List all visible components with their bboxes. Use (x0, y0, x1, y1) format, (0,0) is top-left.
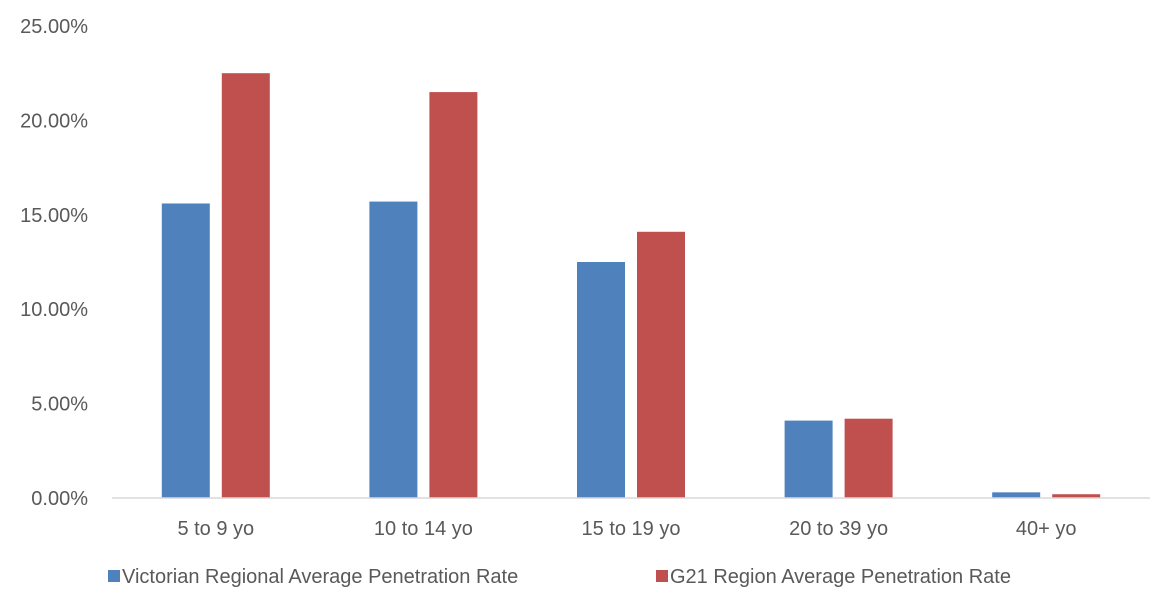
bar (637, 231, 685, 499)
y-axis-tick-labels: 0.00% 5.00% 10.00% 15.00% 20.00% 25.00% (20, 16, 88, 510)
y-tick-label: 25.00% (20, 16, 88, 38)
y-tick-label: 0.00% (31, 488, 88, 510)
bar (992, 492, 1041, 498)
bar (784, 420, 833, 498)
bar (221, 73, 270, 498)
legend-swatch (108, 570, 120, 582)
bar (844, 418, 893, 498)
x-tick-label: 10 to 14 yo (374, 518, 473, 540)
bar (429, 92, 478, 498)
y-tick-label: 5.00% (31, 394, 88, 416)
legend-label: Victorian Regional Average Penetration R… (122, 566, 518, 588)
y-tick-label: 20.00% (20, 110, 88, 132)
legend-swatch (656, 570, 668, 582)
x-tick-label: 40+ yo (1016, 518, 1077, 540)
bar (1052, 494, 1101, 498)
x-tick-label: 20 to 39 yo (789, 518, 888, 540)
x-tick-label: 15 to 19 yo (582, 518, 681, 540)
legend: Victorian Regional Average Penetration R… (108, 566, 1011, 588)
y-tick-label: 10.00% (20, 299, 88, 321)
y-tick-label: 15.00% (20, 205, 88, 227)
x-axis-tick-labels: 5 to 9 yo 10 to 14 yo 15 to 19 yo 20 to 39 … (177, 518, 1076, 540)
x-tick-label: 5 to 9 yo (177, 518, 254, 540)
legend-label: G21 Region Average Penetration Rate (670, 566, 1011, 588)
bar (577, 262, 625, 498)
bar (369, 201, 418, 499)
bar (161, 203, 210, 499)
bars (161, 73, 1101, 499)
